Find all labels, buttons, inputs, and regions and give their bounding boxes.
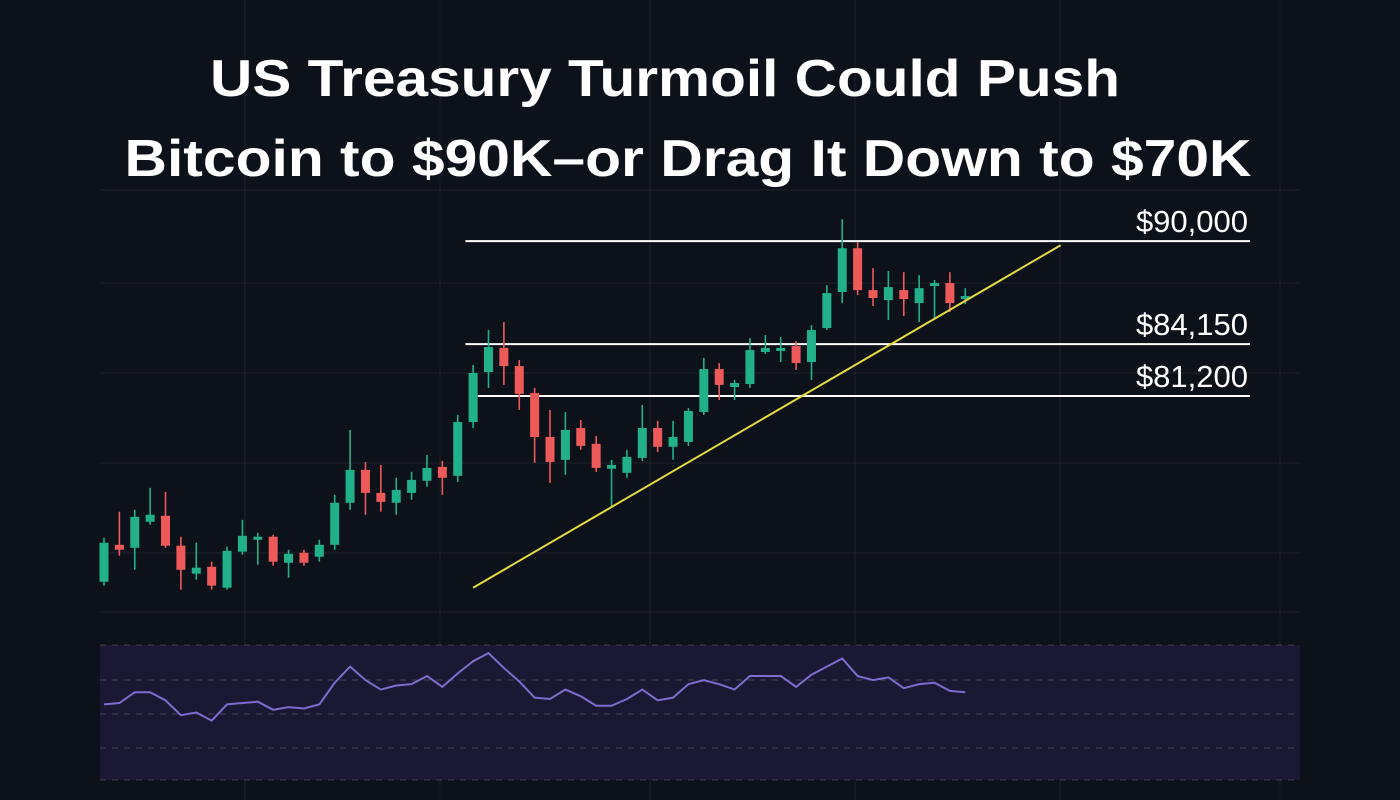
candle-body (145, 514, 155, 522)
candle-body (360, 469, 370, 493)
candle-body (760, 347, 770, 353)
oscillator-panel (100, 645, 1300, 780)
candle-body (914, 288, 924, 304)
candle-body (176, 545, 186, 570)
candle-body (268, 536, 278, 562)
candle-body (376, 492, 386, 502)
candle-body (514, 366, 524, 394)
candle-body (653, 427, 663, 447)
candle-body (699, 369, 709, 412)
candle-body (253, 536, 263, 540)
candle-body (284, 553, 294, 563)
candle-body (945, 283, 955, 304)
candle-body (437, 466, 447, 478)
candle-body (330, 502, 340, 545)
candle-body (422, 467, 432, 481)
candle-body (899, 290, 909, 300)
candle-body (391, 489, 401, 503)
candle-body (791, 346, 801, 364)
candle-body (207, 566, 217, 586)
chart-title: Bitcoin to $90K–or Drag It Down to $70K (125, 130, 1253, 188)
candle-body (822, 293, 832, 329)
price-level-label: $81,200 (1136, 359, 1248, 394)
candle-body (345, 469, 355, 503)
candle-body (745, 350, 755, 385)
candle-body (853, 248, 863, 291)
candle-body (637, 427, 647, 458)
chart-title: US Treasury Turmoil Could Push (210, 50, 1120, 108)
candle-body (530, 392, 540, 437)
candle-body (837, 248, 847, 293)
candle-body (299, 552, 309, 563)
trendline (472, 244, 1062, 589)
candle-body (776, 347, 786, 351)
candle-body (191, 567, 201, 574)
candle-body (161, 515, 171, 546)
candle-body (222, 550, 232, 588)
price-level-label: $90,000 (1136, 204, 1248, 239)
candle-body (591, 443, 601, 468)
candle-body (868, 290, 878, 299)
candle-body (806, 330, 816, 363)
candle-body (468, 372, 478, 423)
candle-body (883, 287, 893, 301)
candle-body (314, 544, 324, 557)
candle-body (545, 436, 555, 462)
candle-body (668, 436, 678, 447)
oscillator-line (103, 651, 966, 722)
candle-body (114, 544, 124, 550)
candle-body (683, 410, 693, 442)
candle-body (99, 542, 109, 582)
candle-body (237, 535, 247, 552)
candle-body (730, 382, 740, 388)
price-level-label: $84,150 (1136, 307, 1248, 342)
candle-body (622, 456, 632, 473)
background-grid (100, 0, 1300, 800)
candle-body (960, 296, 970, 300)
candle-body (407, 479, 417, 493)
candle-body (714, 369, 724, 385)
candle-body (607, 464, 617, 469)
candle-body (576, 427, 586, 446)
candle-body (930, 283, 940, 287)
oscillator-guides (100, 644, 1300, 781)
candle-body (453, 422, 463, 476)
candle-body (499, 347, 509, 367)
candle-body (130, 516, 140, 548)
candle-body (560, 429, 570, 460)
candle-body (484, 347, 493, 373)
